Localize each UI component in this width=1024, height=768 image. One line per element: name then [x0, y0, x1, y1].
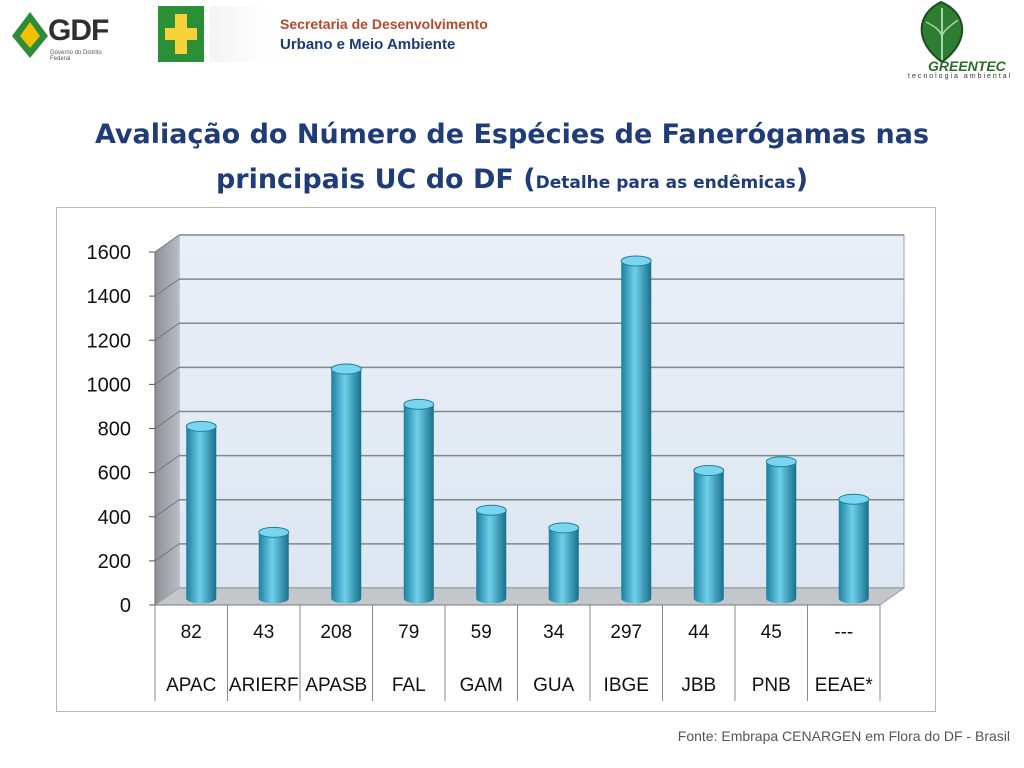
- bar: [838, 499, 869, 604]
- bar-top: [185, 420, 217, 432]
- bar-chart: 0 200 400 600 800 1000 1200 1400 1600 82 APAC 43 ARI…: [87, 234, 906, 701]
- bar: [476, 510, 507, 604]
- bar-top: [620, 255, 652, 267]
- leaf-icon: [920, 0, 964, 64]
- bar-top: [693, 465, 725, 477]
- bar-top: [765, 456, 797, 468]
- y-tick-label: 400: [98, 507, 131, 529]
- y-tick-label: 1200: [87, 330, 132, 352]
- y-tick-label: 1000: [87, 374, 132, 396]
- x-tick-label: IBGE: [604, 675, 649, 696]
- decorative-graphic: [210, 6, 270, 62]
- slide-title: Avaliação do Número de Espécies de Faner…: [40, 114, 984, 204]
- gridline-side: [154, 411, 180, 429]
- table-value: 44: [688, 622, 710, 643]
- greentec-tagline: tecnologia ambiental: [908, 73, 1013, 80]
- table-value: 82: [181, 622, 202, 643]
- y-tick-label: 0: [120, 595, 131, 617]
- title-detail: Detalhe para as endêmicas: [535, 173, 796, 193]
- bar-top: [838, 493, 870, 505]
- title-main: Avaliação do Número de Espécies de Faner…: [94, 119, 930, 195]
- x-tick-label: APAC: [166, 675, 216, 696]
- bar-top: [475, 504, 507, 516]
- gdf-logo: GDF Governo do Distrito Federal: [10, 4, 120, 62]
- table-value: 43: [253, 622, 274, 643]
- y-tick-label: 200: [98, 551, 131, 573]
- y-tick-label: 1400: [87, 286, 132, 308]
- table-value: 59: [471, 622, 492, 643]
- gridline-side: [154, 322, 180, 341]
- bar: [331, 369, 362, 604]
- greentec-logo: GREENTEC tecnologia ambiental: [902, 0, 1022, 86]
- bar: [693, 470, 724, 604]
- x-tick-label: FAL: [392, 675, 426, 696]
- x-tick-label: JBB: [681, 675, 716, 696]
- secretaria-line2: Urbano e Meio Ambiente: [280, 36, 456, 53]
- x-tick-label: GAM: [460, 675, 503, 696]
- table-value: 79: [398, 622, 419, 643]
- gridline-side: [154, 455, 180, 474]
- bar-top: [548, 522, 580, 534]
- title-close: ): [795, 164, 809, 195]
- bar: [258, 532, 289, 604]
- x-tick-label: APASB: [305, 675, 367, 696]
- bar: [186, 426, 217, 604]
- table-value: 208: [320, 622, 352, 643]
- x-tick-label: GUA: [533, 675, 575, 696]
- bar: [403, 404, 434, 604]
- gdf-subtitle: Governo do Distrito Federal: [50, 50, 102, 62]
- bar: [548, 527, 579, 604]
- greentec-name: GREENTEC: [928, 58, 1006, 74]
- gridline-side: [154, 366, 180, 385]
- secretaria-line1: Secretaria de Desenvolvimento: [280, 16, 488, 32]
- df-flag-icon: [158, 6, 204, 62]
- bar-top: [403, 398, 435, 410]
- y-tick-label: 800: [98, 419, 131, 441]
- chart-frame: 0 200 400 600 800 1000 1200 1400 1600 82 APAC 43 ARI…: [56, 207, 936, 712]
- y-tick-label: 600: [98, 463, 131, 485]
- bar-top: [258, 526, 290, 538]
- gridline-side: [154, 278, 180, 297]
- header-bar: GDF Governo do Distrito Federal Secretar…: [0, 0, 520, 66]
- x-tick-label: PNB: [752, 675, 791, 696]
- bar-top: [330, 363, 362, 375]
- gdf-emblem-icon: [12, 12, 48, 58]
- gridline-side: [154, 234, 180, 253]
- bar: [621, 260, 652, 604]
- gdf-logo-text: GDF: [48, 14, 109, 47]
- table-value: 45: [761, 622, 782, 643]
- bar: [766, 461, 797, 604]
- source-note: Fonte: Embrapa CENARGEN em Flora do DF -…: [677, 728, 1010, 744]
- x-tick-label: ARIERF: [229, 675, 299, 696]
- gridline-side: [154, 543, 180, 562]
- gridline-side: [154, 499, 180, 518]
- table-value: ---: [834, 622, 853, 643]
- x-tick-label: EEAE*: [815, 675, 874, 696]
- table-value: 297: [610, 622, 642, 643]
- y-tick-label: 1600: [87, 242, 132, 264]
- table-value: 34: [543, 622, 565, 643]
